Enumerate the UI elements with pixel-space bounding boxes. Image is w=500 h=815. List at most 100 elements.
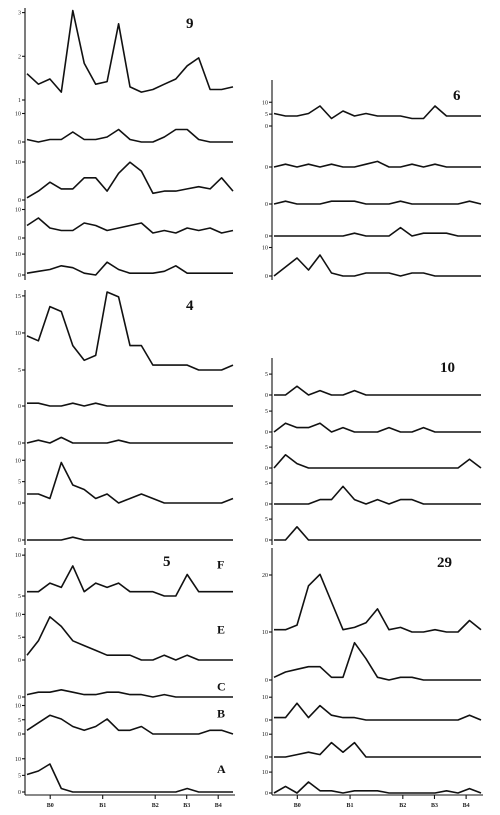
panel-4: 4 15 10 5 0 0 10 5 0 0	[15, 290, 234, 545]
series-line-E	[26, 615, 233, 661]
y-tick-label: 10	[15, 208, 21, 214]
y-tick-label: 0	[18, 441, 21, 447]
series-line-F	[27, 565, 233, 597]
series-label: E	[217, 623, 225, 637]
panel-title: 29	[437, 555, 452, 571]
y-tick-label: 10	[15, 612, 21, 618]
y-tick-label: 10	[15, 252, 21, 258]
y-tick-label: 0	[18, 695, 21, 701]
y-tick-label: 0	[18, 538, 21, 544]
y-tick-label: 0	[265, 538, 268, 544]
y-tick-label: 0	[18, 501, 21, 507]
series-label: B	[217, 707, 225, 721]
y-tick-label: 0	[265, 124, 268, 130]
y-tick-label: 10	[262, 732, 268, 738]
y-tick-label: 5	[265, 112, 268, 118]
series-line-1	[274, 573, 482, 633]
series-line-4	[274, 226, 481, 237]
y-tick-label: 5	[18, 635, 21, 641]
series-line-1	[26, 291, 234, 371]
y-tick-label: 10	[15, 704, 21, 710]
y-tick-label: 0	[18, 404, 21, 410]
x-tick-label: B1	[347, 803, 354, 809]
series-line-2	[273, 160, 481, 168]
y-tick-label: 0	[265, 502, 268, 508]
x-tick-label: B2	[399, 803, 406, 809]
y-tick-label: 5	[18, 718, 21, 724]
y-tick-label: 0	[265, 466, 268, 472]
y-tick-label: 5	[265, 481, 268, 487]
panel-29: B0 B1 B2 B3 B4 29 20 10 0 10 0 10 0 10 0	[262, 548, 483, 809]
y-tick-label: 10	[15, 553, 21, 559]
series-line-5	[273, 781, 482, 794]
y-tick-label: 0	[18, 236, 21, 242]
y-tick-label: 0	[18, 658, 21, 664]
series-label: F	[217, 557, 224, 571]
y-tick-label: 10	[262, 770, 268, 776]
series-line-3	[274, 702, 482, 721]
y-tick-label: 0	[265, 678, 268, 684]
y-tick-label: 10	[262, 246, 268, 252]
y-tick-label: 0	[18, 273, 21, 279]
series-line-2	[26, 128, 233, 143]
y-tick-label: 10	[15, 458, 21, 464]
y-tick-label: 10	[15, 160, 21, 166]
panel-9: 9 3 2 1 10 0 10 0 10 0 10 0	[15, 8, 234, 280]
series-line-3	[273, 453, 482, 469]
y-tick-label: 0	[265, 274, 268, 280]
y-tick-label: 5	[18, 594, 21, 600]
x-tick-label: B0	[47, 803, 54, 809]
series-line-5	[27, 536, 233, 541]
panel-6: 6 10 5 0 0 0 0 10 0	[262, 80, 482, 280]
series-line-4	[274, 485, 481, 505]
y-tick-label: 1	[18, 98, 21, 104]
series-line-B	[26, 714, 234, 735]
y-tick-label: 0	[265, 755, 268, 761]
series-label: C	[217, 679, 226, 693]
series-line-3	[273, 200, 482, 205]
y-tick-label: 5	[18, 773, 21, 779]
y-tick-label: 10	[15, 757, 21, 763]
panel-10: 10 5 0 5 0 5 0 5 0 5 0	[265, 358, 482, 545]
x-tick-label: B4	[215, 803, 222, 809]
y-tick-label: 0	[265, 202, 268, 208]
y-tick-label: 10	[262, 630, 268, 636]
y-tick-label: 0	[18, 790, 21, 796]
panel-title: 10	[440, 360, 455, 376]
y-tick-label: 0	[265, 393, 268, 399]
series-line-1	[26, 9, 234, 93]
y-tick-label: 5	[265, 517, 268, 523]
y-tick-label: 0	[18, 198, 21, 204]
series-label: A	[217, 762, 226, 776]
series-line-4	[27, 461, 234, 504]
series-line-2	[273, 641, 481, 681]
panel-title: 6	[453, 88, 461, 104]
y-tick-label: 0	[265, 430, 268, 436]
series-line-5	[273, 254, 481, 277]
series-line-4	[26, 217, 234, 234]
panel-title: 4	[186, 298, 194, 314]
panel-title: 9	[186, 16, 194, 32]
x-tick-label: B4	[463, 803, 470, 809]
series-line-3	[26, 161, 234, 199]
x-tick-label: B3	[431, 803, 438, 809]
series-line-5	[274, 525, 481, 541]
y-tick-label: 0	[265, 791, 268, 797]
y-tick-label: 5	[265, 409, 268, 415]
panel-5: B0 B1 B2 B3 B4 5 10 5 F 10 5 0 E 0 C 10 5 0 B 10 5 0 A	[15, 548, 235, 809]
y-tick-label: 0	[265, 165, 268, 171]
x-tick-label: B0	[294, 803, 301, 809]
series-line-1	[274, 385, 481, 396]
y-tick-label: 20	[262, 573, 268, 579]
series-line-2	[27, 402, 233, 407]
series-line-4	[274, 741, 481, 758]
y-tick-label: 10	[262, 100, 268, 106]
y-tick-label: 10	[15, 331, 21, 337]
y-tick-label: 5	[265, 372, 268, 378]
y-tick-label: 10	[15, 112, 21, 118]
y-tick-label: 2	[18, 54, 21, 60]
series-line-2	[273, 422, 481, 433]
x-tick-label: B3	[183, 803, 190, 809]
series-line-A	[26, 763, 233, 793]
